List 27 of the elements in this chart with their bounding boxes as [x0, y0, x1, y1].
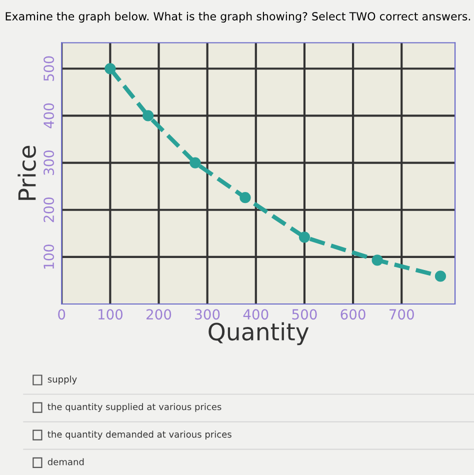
chart-title: Examine the graph below. What is the graph showing? Select TWO correct answers.: [6, 12, 470, 23]
x-tick-label: 700: [389, 309, 414, 320]
x-tick-label: 300: [195, 309, 220, 320]
text: the quantity supplied at various prices: [48, 403, 222, 412]
y-tick-label: 300: [44, 150, 54, 175]
x-tick-label: 200: [146, 309, 172, 320]
point: [372, 254, 383, 266]
x-tick-label: 600: [340, 309, 366, 320]
y-tick-label: 400: [44, 103, 54, 128]
y-tick-label: 200: [44, 198, 54, 222]
point: [240, 192, 251, 204]
point: [298, 232, 310, 243]
text: demand: [48, 458, 84, 466]
text: supply: [48, 376, 77, 384]
y-tick-label: 500: [44, 56, 54, 81]
y-axis-title: Price: [18, 146, 36, 200]
point: [142, 110, 154, 122]
x-tick-label: 0: [58, 309, 66, 320]
point: [190, 157, 201, 168]
point: [434, 270, 446, 282]
x-tick-label: 400: [243, 309, 268, 320]
point: [104, 63, 116, 74]
x-tick-label: 100: [98, 309, 123, 320]
y-tick-label: 100: [44, 244, 54, 269]
x-axis-title: Quantity: [208, 322, 309, 346]
x-tick-label: 500: [292, 309, 317, 320]
text: the quantity demanded at various prices: [48, 430, 232, 440]
